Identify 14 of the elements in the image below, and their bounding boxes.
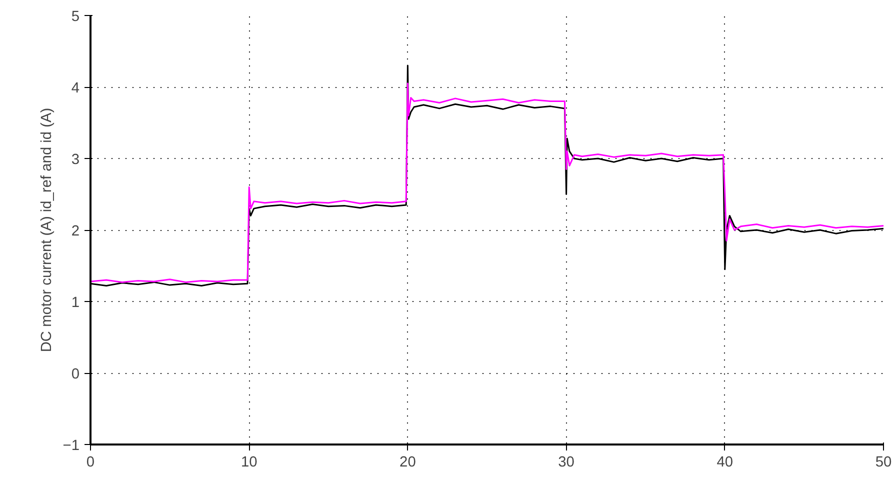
x-tick-label: 30 bbox=[558, 454, 574, 470]
x-tick-label: 10 bbox=[240, 454, 258, 470]
x-tick-label: 40 bbox=[716, 454, 734, 470]
x-tick-label: 20 bbox=[400, 454, 416, 470]
y-tick-label: 1 bbox=[71, 295, 80, 311]
y-tick-label: −1 bbox=[62, 438, 80, 454]
y-tick-label: 3 bbox=[71, 152, 80, 168]
y-tick-label: 0 bbox=[71, 366, 80, 382]
y-tick-label: 5 bbox=[71, 9, 80, 25]
y-axis-title: DC motor current (A) id_ref and id (A) bbox=[38, 108, 55, 352]
x-tick-label: 0 bbox=[86, 454, 95, 470]
x-tick-label: 50 bbox=[875, 454, 892, 470]
y-tick-label: 2 bbox=[71, 224, 80, 240]
y-tick-label: 4 bbox=[71, 80, 80, 96]
